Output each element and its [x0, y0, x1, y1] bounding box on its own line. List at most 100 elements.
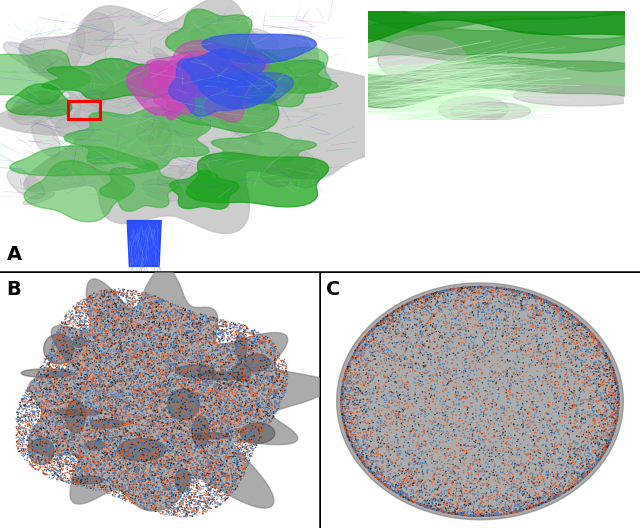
Point: [190, 478, 200, 487]
Point: [61, 311, 71, 319]
Point: [385, 357, 395, 366]
Point: [243, 398, 253, 407]
Point: [367, 325, 378, 334]
Point: [232, 361, 242, 369]
Point: [44, 447, 54, 456]
Point: [104, 460, 115, 468]
Point: [233, 453, 243, 461]
Point: [280, 388, 290, 397]
Point: [212, 369, 222, 378]
Point: [209, 429, 219, 438]
Point: [536, 297, 546, 306]
Point: [542, 339, 552, 347]
Point: [445, 312, 456, 320]
Point: [76, 304, 86, 313]
Point: [524, 289, 534, 298]
Point: [95, 419, 106, 427]
Point: [199, 448, 209, 456]
Point: [148, 427, 159, 435]
Point: [553, 303, 563, 311]
Point: [148, 488, 159, 496]
Point: [507, 483, 517, 491]
Point: [564, 315, 575, 323]
Point: [517, 420, 527, 428]
Point: [138, 449, 148, 457]
Point: [163, 431, 173, 439]
Point: [546, 381, 556, 390]
Point: [484, 295, 495, 303]
Point: [339, 382, 349, 391]
Point: [170, 505, 180, 514]
Point: [79, 320, 90, 328]
Point: [557, 384, 567, 393]
Point: [102, 414, 113, 423]
Point: [232, 457, 243, 465]
Point: [81, 432, 92, 441]
Point: [271, 364, 281, 373]
Point: [550, 379, 560, 387]
Point: [233, 441, 243, 449]
Point: [438, 397, 449, 406]
Point: [356, 441, 367, 449]
Point: [524, 477, 534, 486]
Point: [118, 389, 128, 397]
Point: [58, 394, 68, 402]
Point: [479, 289, 490, 297]
Point: [156, 308, 166, 316]
Point: [44, 459, 54, 467]
Point: [205, 484, 216, 493]
Point: [94, 358, 104, 366]
Point: [103, 335, 113, 344]
Point: [436, 316, 447, 325]
Point: [357, 457, 367, 466]
Point: [90, 472, 100, 480]
Point: [468, 285, 479, 293]
Point: [52, 459, 63, 467]
Point: [101, 410, 111, 418]
Point: [135, 451, 145, 459]
Point: [33, 418, 44, 426]
Point: [520, 464, 531, 473]
Point: [247, 386, 257, 394]
Point: [118, 461, 129, 470]
Point: [61, 404, 71, 413]
Point: [372, 370, 383, 379]
Point: [76, 465, 86, 474]
Point: [237, 387, 247, 395]
Point: [497, 284, 507, 292]
Point: [74, 386, 84, 395]
Point: [169, 329, 179, 337]
Point: [97, 372, 108, 381]
Point: [177, 436, 187, 444]
Point: [345, 419, 355, 427]
Point: [268, 360, 278, 368]
Point: [129, 359, 139, 367]
Point: [117, 483, 127, 492]
Point: [103, 436, 113, 445]
Point: [184, 446, 195, 455]
Point: [130, 408, 140, 417]
Point: [204, 472, 214, 480]
Point: [165, 364, 175, 373]
Point: [472, 456, 482, 464]
Point: [492, 501, 502, 510]
Point: [236, 474, 246, 483]
Point: [81, 431, 92, 440]
Point: [157, 375, 168, 383]
Point: [452, 284, 462, 293]
Point: [150, 389, 160, 398]
Point: [271, 408, 282, 416]
Point: [93, 405, 104, 413]
Point: [16, 424, 26, 432]
Point: [566, 484, 576, 492]
Point: [356, 453, 366, 461]
Point: [169, 424, 179, 432]
Point: [598, 350, 608, 359]
Point: [73, 436, 83, 445]
Point: [243, 409, 253, 418]
Point: [100, 457, 110, 466]
Point: [153, 326, 163, 334]
Point: [143, 362, 154, 370]
Point: [249, 337, 259, 345]
Point: [406, 496, 417, 505]
